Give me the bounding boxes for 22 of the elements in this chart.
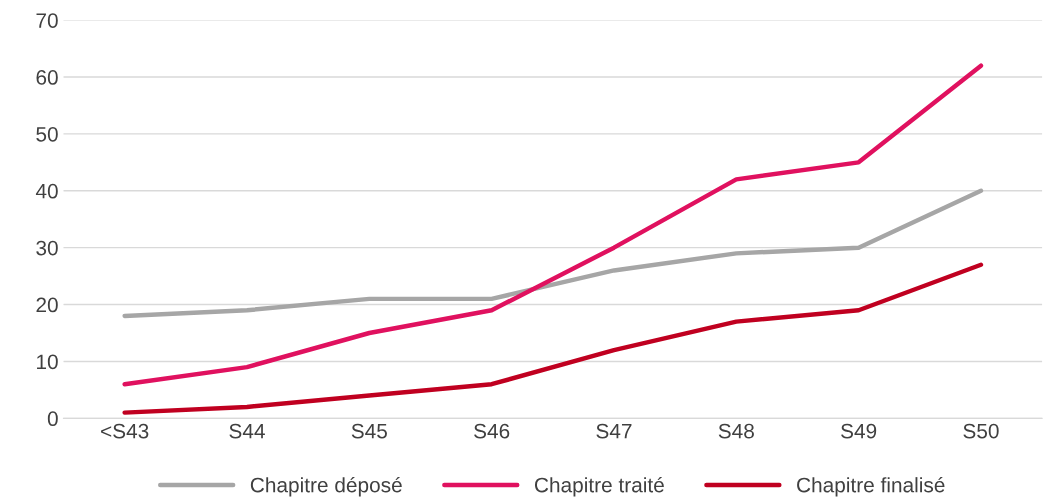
- line-series: [122, 63, 984, 387]
- line-series: [122, 262, 984, 415]
- line-series: [122, 188, 984, 319]
- y-tick-label: 70: [36, 13, 58, 28]
- y-tick-label: 30: [36, 240, 58, 256]
- x-tick-label: S45: [351, 423, 387, 439]
- x-tick-label: S50: [963, 423, 999, 439]
- legend-label: Chapitre finalisé: [797, 476, 945, 497]
- y-tick-label: 20: [36, 297, 58, 313]
- legend-label: Chapitre traité: [534, 476, 664, 497]
- x-tick-label: S46: [474, 423, 510, 439]
- y-tick-label: 10: [37, 354, 58, 370]
- x-tick-label: S48: [718, 423, 754, 439]
- y-tick-label: 0: [47, 411, 58, 427]
- y-tick-label: 40: [35, 183, 58, 199]
- x-tick-label: S44: [229, 423, 265, 439]
- legend-label: Chapitre déposé: [250, 476, 402, 497]
- y-tick-label: 50: [36, 126, 58, 142]
- x-tick-label: S49: [841, 423, 877, 439]
- x-tick-label: S47: [596, 423, 632, 439]
- y-tick-label: 60: [36, 70, 58, 85]
- x-tick-label: <S43: [101, 423, 149, 439]
